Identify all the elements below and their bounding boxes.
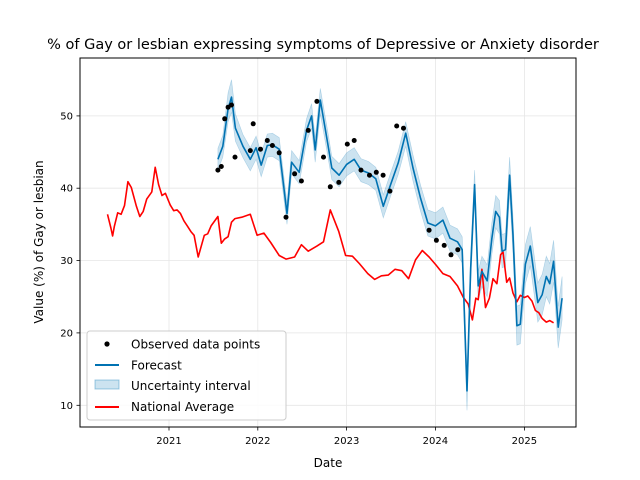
y-tick-label: 50 xyxy=(60,111,73,122)
observed-point xyxy=(394,123,400,129)
observed-point xyxy=(455,247,461,253)
observed-point xyxy=(247,148,253,154)
legend-box xyxy=(86,330,287,421)
legend-observed-label: Observed data points xyxy=(131,338,260,352)
national-average-line xyxy=(106,166,554,324)
y-tick-label: 40 xyxy=(60,184,73,195)
observed-point xyxy=(448,252,454,258)
legend: Observed data points Forecast Uncertaint… xyxy=(86,330,287,421)
observed-point xyxy=(373,169,379,175)
observed-point xyxy=(314,98,320,104)
x-axis-label: Date xyxy=(314,456,343,470)
x-tick-label: 2025 xyxy=(512,436,537,447)
y-axis-ticks: 10 20 30 40 50 xyxy=(60,111,80,412)
observed-point xyxy=(264,138,270,143)
observed-point xyxy=(358,167,364,173)
legend-uncertainty-label: Uncertainty interval xyxy=(131,379,251,393)
observed-point xyxy=(222,116,228,122)
observed-point xyxy=(258,146,263,152)
observed-point xyxy=(387,188,393,194)
observed-point xyxy=(401,125,406,131)
legend-observed-marker xyxy=(104,341,110,347)
observed-point xyxy=(344,141,350,147)
observed-point xyxy=(218,164,224,169)
observed-point xyxy=(336,179,342,185)
chart-title: % of Gay or lesbian expressing symptoms … xyxy=(47,37,599,53)
observed-point xyxy=(250,121,256,127)
uncertainty-area xyxy=(217,79,563,411)
observed-point xyxy=(283,214,289,220)
observed-point xyxy=(351,138,357,143)
y-tick-label: 20 xyxy=(60,328,73,339)
x-tick-label: 2022 xyxy=(245,436,270,447)
observed-point xyxy=(380,172,386,178)
observed-point xyxy=(441,242,447,248)
x-axis-ticks: 2021 2022 2023 2024 2025 xyxy=(156,427,537,447)
observed-points xyxy=(215,98,461,258)
legend-national-label: National Average xyxy=(131,400,234,414)
observed-point xyxy=(305,127,311,133)
observed-point xyxy=(229,102,234,108)
y-axis-label: Value (%) of Gay or lesbian xyxy=(32,160,46,323)
series-lines xyxy=(106,96,563,392)
observed-point xyxy=(232,154,238,160)
observed-point xyxy=(215,167,221,173)
observed-point xyxy=(367,172,372,178)
plot-frame xyxy=(79,57,577,428)
gridlines xyxy=(80,58,576,427)
observed-point xyxy=(433,237,439,243)
uncertainty-band xyxy=(217,79,563,411)
x-tick-label: 2024 xyxy=(423,436,448,447)
x-tick-label: 2021 xyxy=(156,436,181,447)
forecast-line xyxy=(217,96,563,392)
observed-point xyxy=(327,184,333,190)
observed-point xyxy=(321,154,326,160)
observed-point xyxy=(276,150,282,156)
y-tick-label: 30 xyxy=(60,256,73,267)
legend-forecast-label: Forecast xyxy=(131,359,182,373)
observed-point xyxy=(298,178,304,184)
observed-point xyxy=(269,143,275,148)
observed-point xyxy=(292,171,298,177)
legend-uncertainty-swatch xyxy=(94,379,120,390)
y-tick-label: 10 xyxy=(60,401,73,412)
observed-point xyxy=(426,227,432,233)
x-tick-label: 2023 xyxy=(334,436,359,447)
